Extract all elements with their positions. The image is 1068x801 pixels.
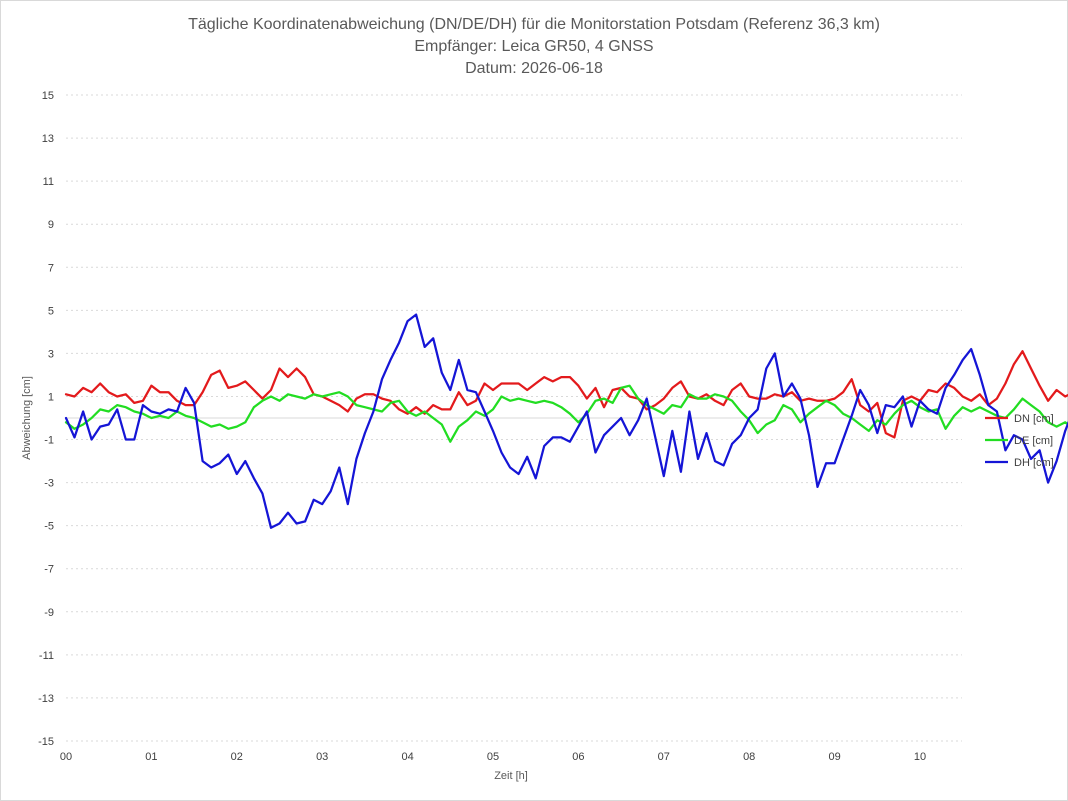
y-tick-label: -3 xyxy=(44,478,54,490)
x-tick-label: 10 xyxy=(914,751,926,763)
y-tick-label: 9 xyxy=(48,219,54,231)
x-tick-label: 05 xyxy=(487,751,499,763)
y-tick-label: 3 xyxy=(48,348,54,360)
y-tick-label: -5 xyxy=(44,521,54,533)
y-tick-label: -15 xyxy=(38,736,54,748)
y-tick-label: 11 xyxy=(43,176,54,188)
y-tick-label: -9 xyxy=(44,607,54,619)
title-line-1: Tägliche Koordinatenabweichung (DN/DE/DH… xyxy=(188,16,880,33)
y-gridlines xyxy=(66,94,962,742)
y-tick-label: -11 xyxy=(39,650,54,662)
x-tick-label: 04 xyxy=(401,751,413,763)
x-tick-label: 06 xyxy=(572,751,584,763)
x-tick-label: 02 xyxy=(231,751,243,763)
y-tick-label: 13 xyxy=(42,133,54,145)
x-tick-label: 03 xyxy=(316,751,328,763)
y-tick-label: -7 xyxy=(44,564,54,576)
x-tick-label: 08 xyxy=(743,751,755,763)
y-tick-label: 5 xyxy=(48,305,54,317)
y-tick-label: 7 xyxy=(48,262,54,274)
y-tick-label: 15 xyxy=(42,90,54,102)
x-tick-label: 01 xyxy=(145,751,157,763)
series-line xyxy=(64,313,1068,529)
x-tick-label: 09 xyxy=(828,751,840,763)
x-axis-title: Zeit [h] xyxy=(494,770,528,782)
series-lines xyxy=(64,313,1068,529)
y-tick-label: -1 xyxy=(44,435,54,447)
legend-label: DN [cm] xyxy=(1014,413,1054,425)
x-tick-labels: 00 01 02 03 04 05 06 07 08 09 10 xyxy=(60,751,926,763)
series-line xyxy=(64,350,1068,439)
legend: DN [cm] DE [cm] DH [cm] xyxy=(985,413,1054,469)
x-tick-label: 07 xyxy=(658,751,670,763)
x-tick-label: 00 xyxy=(60,751,72,763)
y-tick-label: 1 xyxy=(48,391,54,403)
y-tick-label: -13 xyxy=(38,693,54,705)
legend-label: DH [cm] xyxy=(1014,457,1054,469)
legend-label: DE [cm] xyxy=(1014,435,1053,447)
y-tick-labels: 15 13 11 9 7 5 3 1 -1 -3 -5 -7 -9 -11 -13 -15 xyxy=(38,90,54,748)
chart-title: Tägliche Koordinatenabweichung (DN/DE/DH… xyxy=(188,16,880,77)
title-line-3: Datum: 2026-06-18 xyxy=(465,60,603,77)
y-axis-title: Abweichung [cm] xyxy=(21,376,33,460)
series-line xyxy=(64,384,1068,443)
title-line-2: Empfänger: Leica GR50, 4 GNSS xyxy=(414,38,653,55)
